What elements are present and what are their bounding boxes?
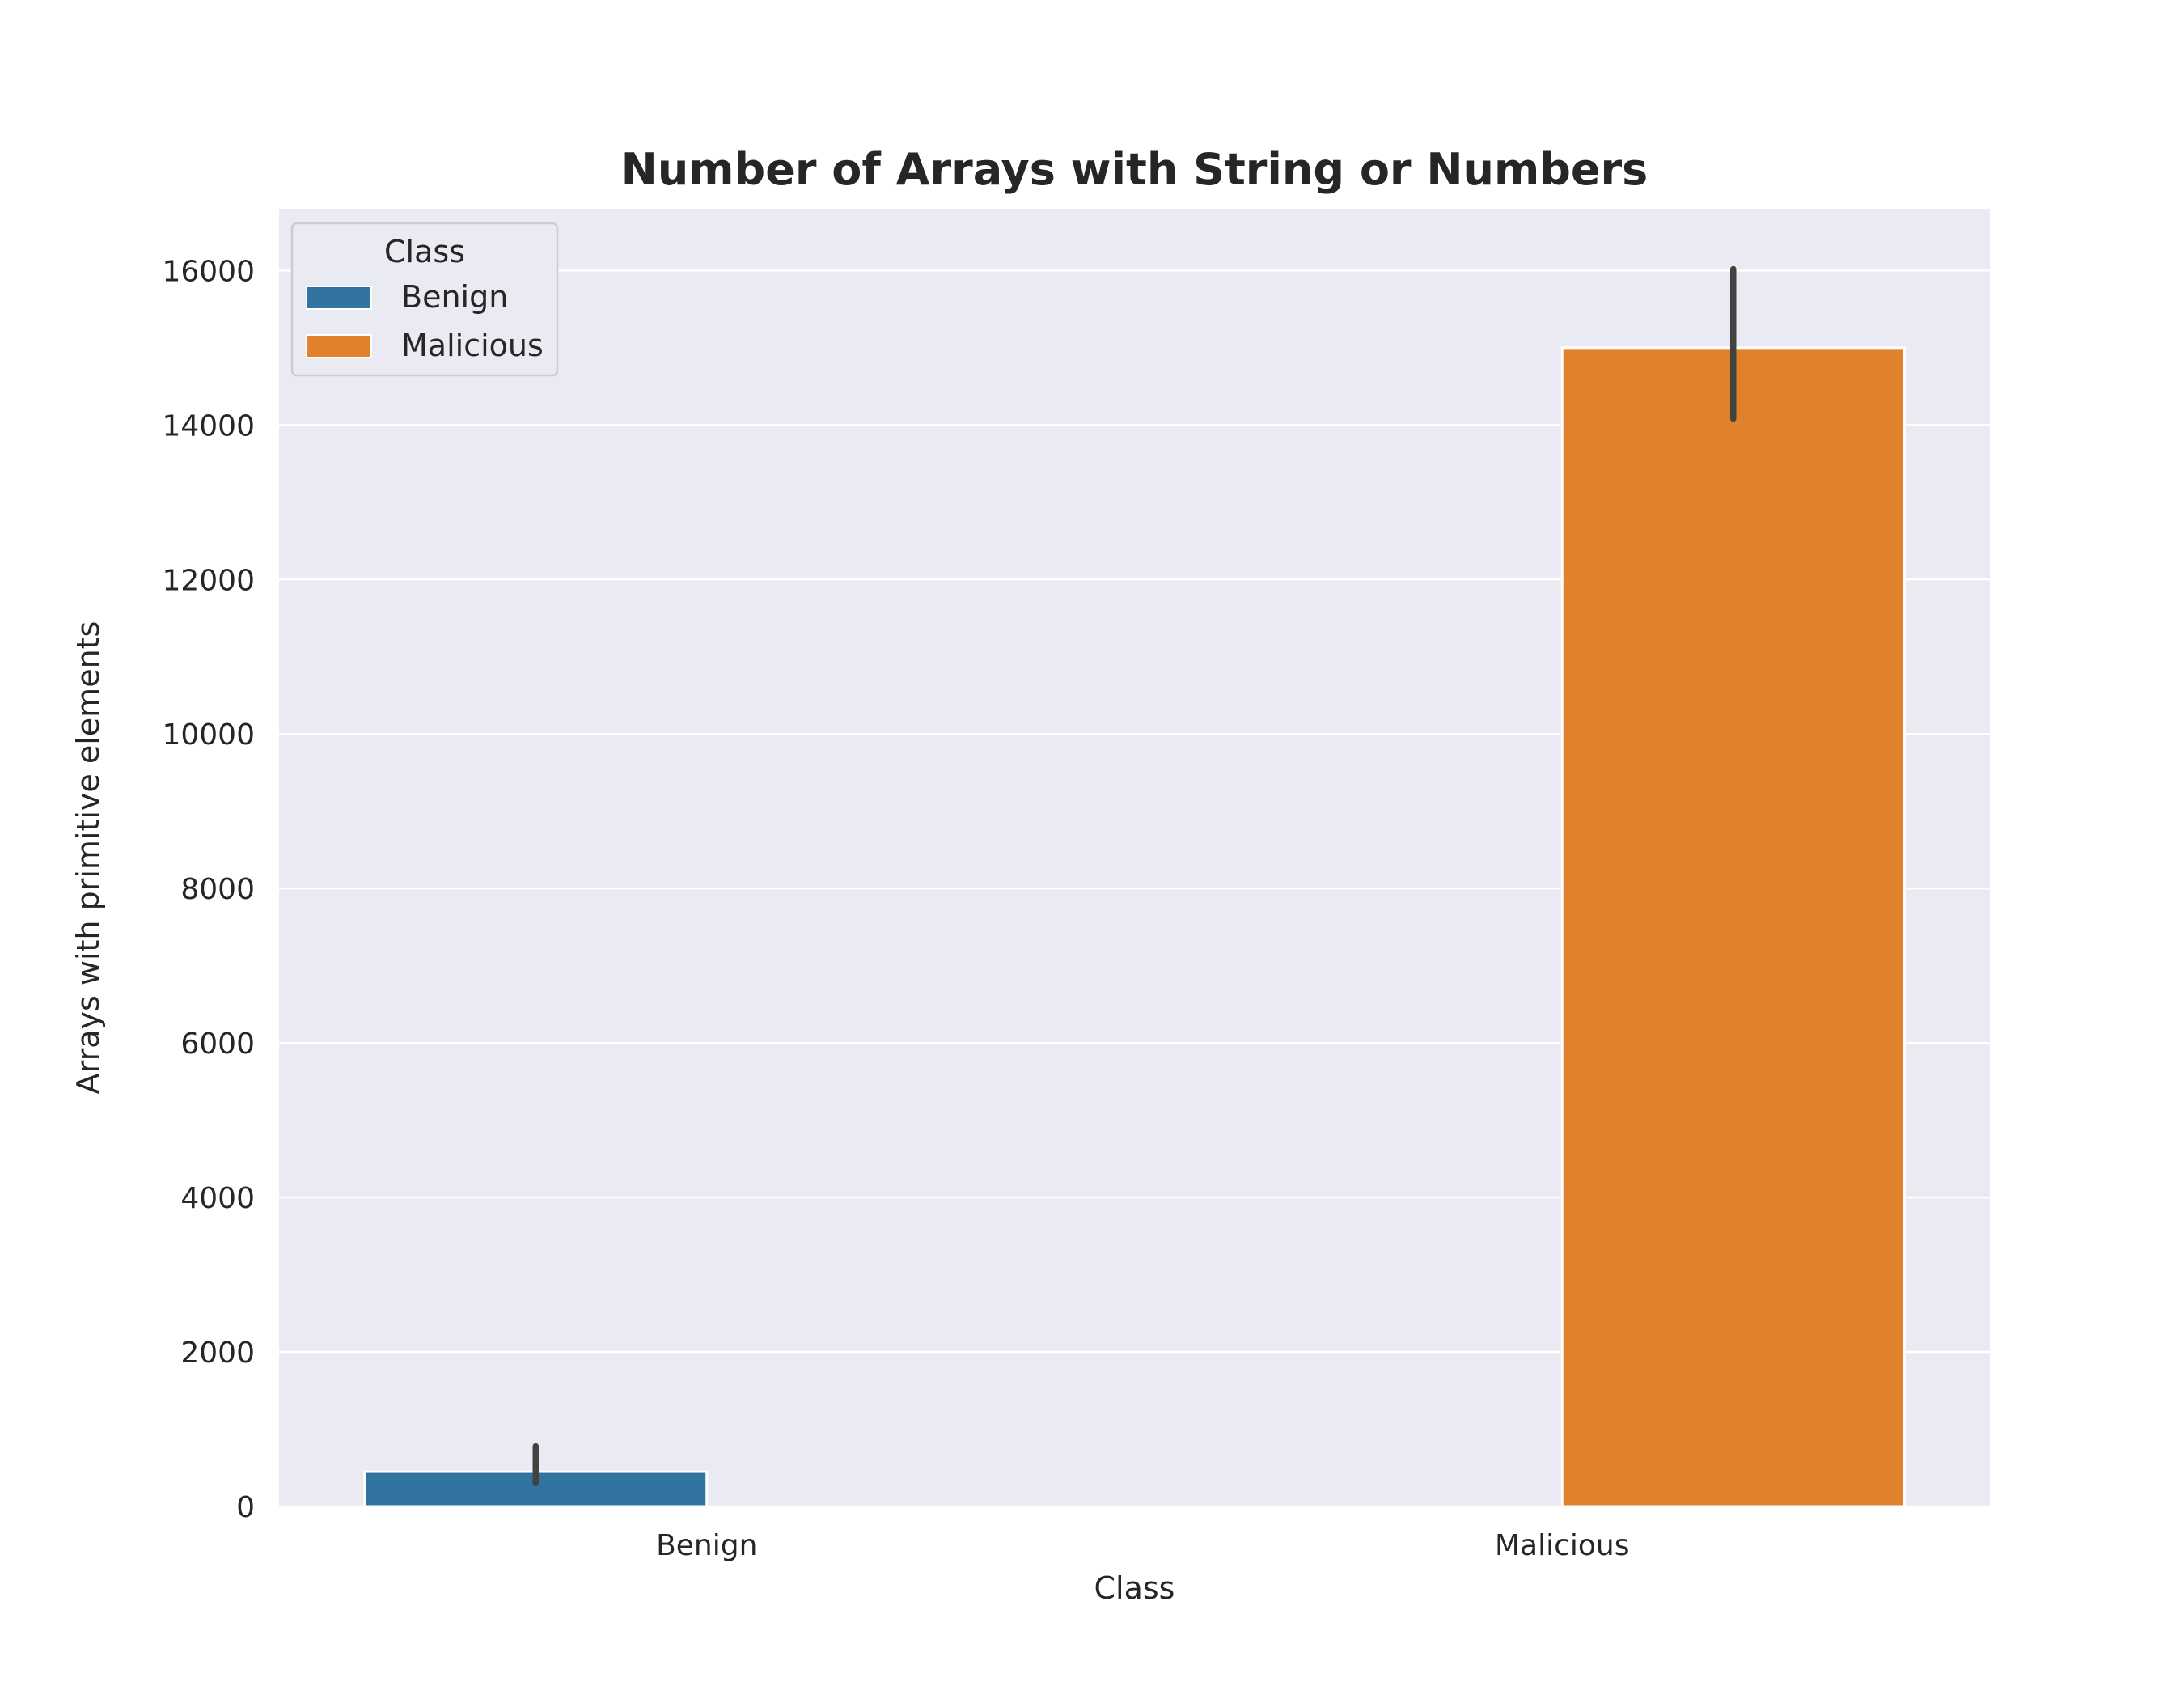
y-tick-label: 10000 [162,718,255,752]
y-tick-labels: 0 2000 4000 6000 8000 10000 12000 14000 16000 [162,255,255,1524]
x-axis-label: Class [1094,1570,1175,1606]
legend-items: Benign Malicious [306,279,544,363]
error-bars [532,265,1737,1487]
y-tick-label: 0 [236,1491,255,1524]
legend-swatch-malicious [306,334,372,358]
y-tick-label: 16000 [162,255,255,288]
y-tick-label: 4000 [180,1182,255,1215]
chart-title: Number of Arrays with String or Numbers [621,144,1649,195]
y-tick-label: 8000 [180,873,255,906]
legend-label-malicious: Malicious [401,328,544,363]
legend: Class Benign Malicious [290,222,559,377]
y-tick-label: 2000 [180,1337,255,1370]
y-tick-label: 14000 [162,409,255,443]
legend-swatch-benign [306,286,372,310]
y-axis-label: Arrays with primitive elements [70,621,106,1095]
y-tick-label: 6000 [180,1027,255,1061]
x-tick-label: Malicious [1495,1529,1630,1562]
legend-label-benign: Benign [401,279,508,315]
legend-title: Class [384,234,465,269]
bars [363,346,1906,1508]
y-tick-label: 12000 [162,564,255,597]
x-tick-label: Benign [656,1529,757,1562]
x-tick-labels: Benign Malicious [656,1529,1629,1562]
bar-malicious [1560,346,1906,1508]
